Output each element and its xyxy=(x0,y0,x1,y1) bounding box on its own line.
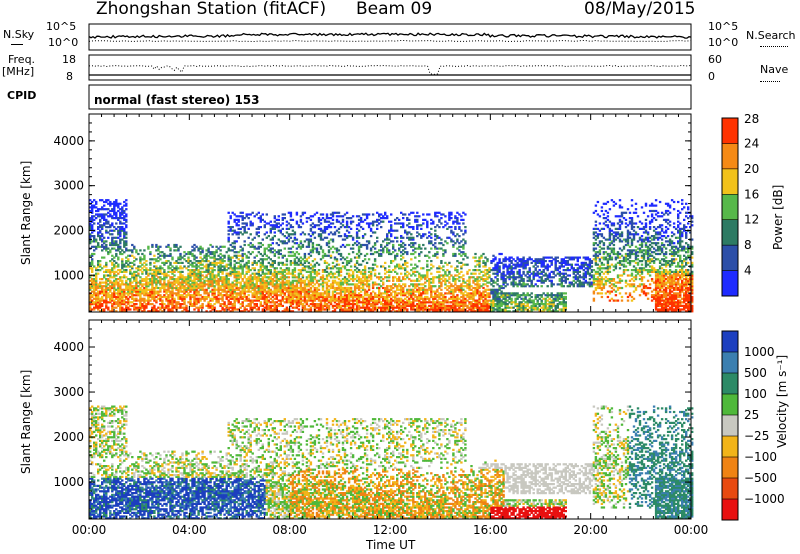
nsearch-legend-line xyxy=(760,46,788,47)
power-colorbar-swatch xyxy=(722,245,738,271)
velocity-colorbar-tick-label: 1000 xyxy=(744,345,775,359)
velocity-colorbar-frame xyxy=(721,330,739,521)
colorbars: 4 8 12 16 20 24 28 1000 500 100 25 −25 −100 −500 −1000 xyxy=(721,112,785,521)
power-colorbar-tick-label: 16 xyxy=(744,187,759,201)
nsky-strip-frame xyxy=(88,23,692,51)
ytick-label: 3000 xyxy=(53,385,84,399)
velocity-panel: 1000 2000 3000 4000 xyxy=(53,319,694,520)
power-colorbar-tick-label: 20 xyxy=(744,162,759,176)
ytick-label: 1000 xyxy=(53,268,84,282)
nave-legend-line xyxy=(760,81,780,82)
ytick-label: 2000 xyxy=(53,223,84,237)
ytick-label: 4000 xyxy=(53,340,84,354)
freq-tick-bottom: 8 xyxy=(66,70,73,83)
nsky-legend-line xyxy=(11,44,23,45)
velocity-colorbar-swatch xyxy=(722,478,738,500)
power-cells xyxy=(89,199,694,313)
power-colorbar-swatch xyxy=(722,118,738,144)
power-colorbar-swatch xyxy=(722,168,738,195)
velocity-colorbar-swatch xyxy=(722,331,738,353)
velocity-colorbar-tick-label: 500 xyxy=(744,366,767,380)
power-colorbar-swatch xyxy=(722,143,738,170)
date-label: 08/May/2015 xyxy=(584,0,696,19)
vel-cells xyxy=(89,405,694,520)
velocity-colorbar-tick-label: −100 xyxy=(744,450,777,464)
freq-strip-frame xyxy=(88,54,692,81)
power-colorbar-tick-label: 4 xyxy=(744,264,752,278)
power-colorbar-tick-label: 24 xyxy=(744,136,759,150)
nsky-trace xyxy=(88,32,692,39)
velocity-colorbar-swatch xyxy=(722,394,738,416)
freq-label: Freq. xyxy=(8,53,36,66)
velocity-colorbar-tick-label: −500 xyxy=(744,471,777,485)
cpid-value: normal (fast stereo) 153 xyxy=(94,93,260,107)
velocity-colorbar-tick-label: 100 xyxy=(744,387,767,401)
velocity-colorbar-swatch xyxy=(722,436,738,458)
velocity-colorbar-swatch xyxy=(722,415,738,437)
cpid-strip-frame xyxy=(88,84,692,110)
velocity-colorbar-swatch xyxy=(722,457,738,479)
nsearch-label: N.Search xyxy=(746,29,796,42)
xaxis-label: Time UT xyxy=(366,538,416,552)
velocity-colorbar-tick-label: −25 xyxy=(744,429,769,443)
velocity-colorbar-tick-label: 25 xyxy=(744,408,759,422)
power-colorbar-tick-label: 12 xyxy=(744,213,759,227)
freq-trace xyxy=(89,64,692,75)
xtick-label: 16:00 xyxy=(473,523,508,537)
velocity-colorbar-tick-label: −1000 xyxy=(744,492,785,506)
summary-strips xyxy=(88,23,692,110)
nave-tick-top: 60 xyxy=(708,53,722,66)
power-colorbar-tick-label: 28 xyxy=(744,112,759,126)
nsky-label: N.Sky xyxy=(3,28,35,41)
power-colorbar-swatch xyxy=(722,270,738,297)
ytick-label: 3000 xyxy=(53,179,84,193)
freq-unit: [MHz] xyxy=(2,65,35,78)
xtick-label: 00:00 xyxy=(674,523,709,537)
power-panel: 1000 2000 3000 4000 xyxy=(53,113,694,313)
ytick-label: 2000 xyxy=(53,430,84,444)
velocity-colorbar-swatch xyxy=(722,373,738,395)
power-colorbar-tick-label: 8 xyxy=(744,238,752,252)
axes: 00:00 04:00 08:00 12:00 16:00 20:00 00:00 xyxy=(72,523,709,537)
power-colorbar-swatch xyxy=(722,194,738,221)
nsearch-tick-bottom: 10^0 xyxy=(708,36,739,49)
xtick-label: 00:00 xyxy=(72,523,107,537)
nsearch-tick-top: 10^5 xyxy=(708,20,739,33)
nsky-tick-top: 10^5 xyxy=(46,20,77,33)
xtick-label: 08:00 xyxy=(272,523,307,537)
xtick-label: 04:00 xyxy=(172,523,207,537)
xtick-label: 20:00 xyxy=(573,523,608,537)
ytick-label: 4000 xyxy=(53,134,84,148)
cpid-label: CPID xyxy=(7,89,37,102)
ytick-label: 1000 xyxy=(53,475,84,489)
station-title: Zhongshan Station (fitACF) xyxy=(96,0,327,19)
nave-tick-bottom: 0 xyxy=(708,70,715,83)
xtick-label: 12:00 xyxy=(373,523,408,537)
velocity-colorbar-swatch xyxy=(722,352,738,374)
velocity-colorbar-swatch xyxy=(722,499,738,521)
nave-label: Nave xyxy=(760,63,789,76)
power-colorbar-swatch xyxy=(722,219,738,246)
nsearch-trace xyxy=(88,39,692,43)
nsky-tick-bottom: 10^0 xyxy=(48,36,79,49)
beam-label: Beam 09 xyxy=(356,0,433,19)
freq-tick-top: 18 xyxy=(62,53,76,66)
